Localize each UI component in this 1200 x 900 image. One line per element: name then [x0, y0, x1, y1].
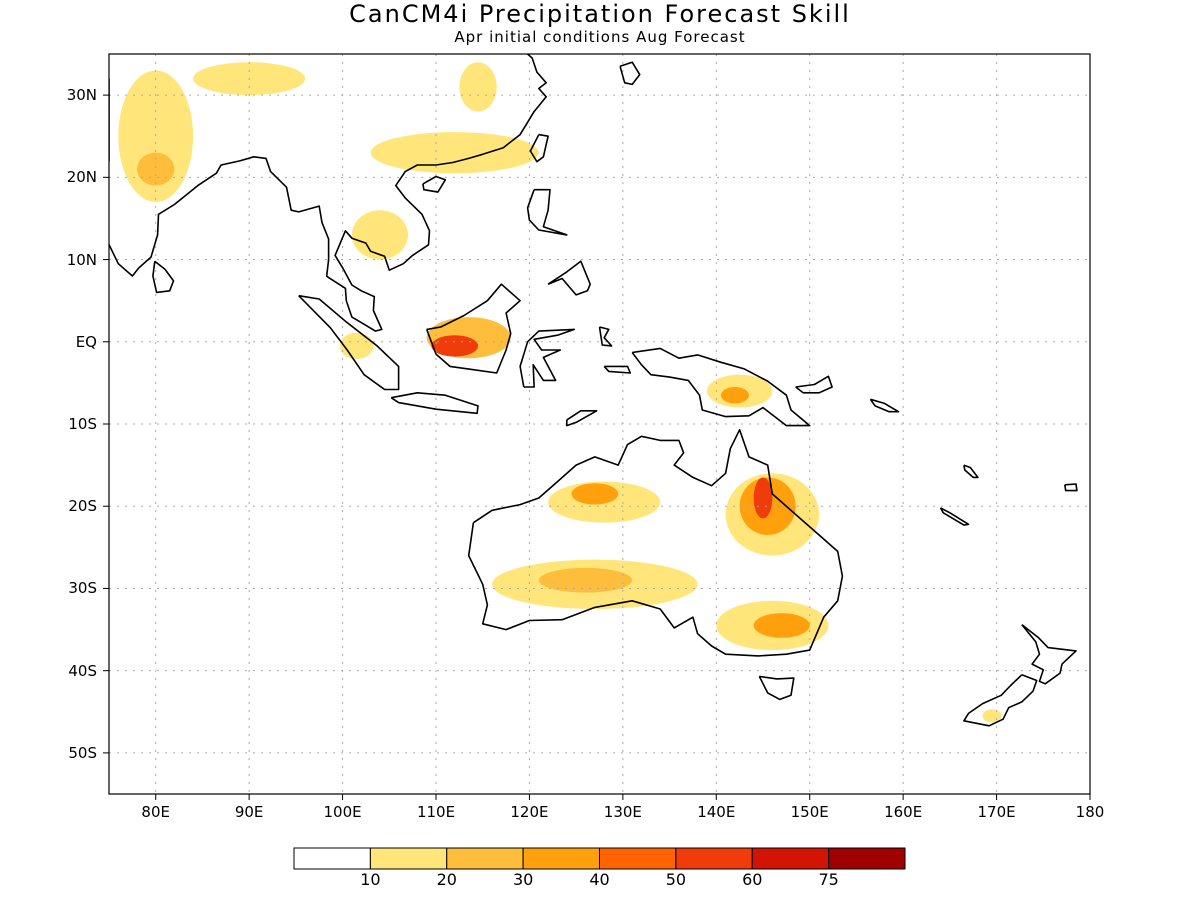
coastline-new-caledonia [939, 507, 970, 526]
lon-tick-label: 170E [977, 803, 1016, 821]
skill-region-20 [982, 709, 1002, 723]
coastline-nz-south [963, 674, 1038, 727]
coastline-fiji [1064, 483, 1078, 492]
lat-tick-label: 40S [68, 661, 97, 680]
lon-tick-label: 130E [603, 803, 642, 821]
coastline-philippines-luzon [526, 188, 568, 236]
coastline-solomon [869, 398, 900, 413]
colorbar-label: 50 [665, 870, 687, 889]
lon-tick-label: 110E [416, 803, 456, 821]
colorbar [293, 847, 906, 870]
skill-region-6 [753, 477, 773, 519]
colorbar-swatch-1 [369, 847, 448, 870]
coastline-tasmania [758, 675, 795, 701]
skill-region-10 [431, 335, 479, 357]
axis-ticks [103, 94, 1091, 800]
coastline-mindanao [547, 260, 592, 296]
skill-region-3 [538, 567, 633, 593]
coastline-borneo [425, 283, 521, 374]
coastline-nz-north [1021, 623, 1077, 685]
coastline-sumatra [298, 294, 400, 391]
lon-tick-label: 100E [323, 803, 362, 821]
lon-tick-label: 140E [697, 803, 736, 821]
lon-tick-label: 120E [510, 803, 549, 821]
skill-region-13 [370, 132, 539, 174]
coastline-java [390, 391, 479, 415]
coastline-hainan [422, 175, 447, 193]
lat-tick-label: 10N [66, 250, 97, 269]
coastline-japan-kyushu [619, 61, 641, 86]
lat-tick-label: 50S [68, 743, 97, 762]
chart-subtitle: Apr initial conditions Aug Forecast [454, 28, 746, 46]
coastline-taiwan [529, 133, 549, 163]
coastline-new-guinea [631, 347, 811, 427]
skill-region-1 [571, 483, 619, 505]
lon-tick-label: 150E [790, 803, 829, 821]
lon-tick-label: 160E [884, 803, 923, 821]
lon-tick-label: 80E [141, 803, 170, 821]
lat-tick-label: 30N [66, 86, 97, 105]
lat-tick-label: 20N [66, 168, 97, 187]
colorbar-swatch-3 [522, 847, 600, 870]
skill-region-15 [137, 152, 175, 186]
skill-region-12 [720, 387, 749, 404]
lon-tick-label: 90E [234, 803, 264, 821]
skill-region-18 [459, 62, 497, 112]
coastline-timor [565, 409, 598, 427]
colorbar-swatch-4 [599, 847, 677, 870]
coastline-seram [603, 365, 632, 374]
coastline-layer [109, 54, 1078, 727]
colorbar-label: 20 [436, 870, 457, 889]
coastline-vanuatu [963, 464, 979, 479]
colorbar-label: 10 [360, 870, 381, 889]
lat-tick-label: 20S [68, 497, 97, 516]
skill-region-16 [351, 210, 408, 260]
gridlines [109, 54, 1090, 794]
colorbar-swatch-5 [675, 847, 753, 870]
colorbar-label: 60 [742, 870, 763, 889]
lat-tick-label: 10S [68, 415, 97, 433]
coastline-sulawesi [519, 328, 576, 388]
skill-fill-layer [118, 62, 1002, 723]
colorbar-swatch-7 [828, 847, 906, 870]
chart-title: CanCM4i Precipitation Forecast Skill [349, 0, 851, 28]
lon-tick-label: 180 [1075, 803, 1105, 821]
colorbar-label: 75 [818, 870, 839, 889]
coastline-halmahera [598, 326, 613, 347]
skill-region-8 [753, 613, 810, 638]
colorbar-label: 30 [512, 870, 534, 889]
coastline-mainland-asia [109, 54, 548, 332]
colorbar-swatch-6 [751, 847, 830, 870]
lat-tick-label: EQ [75, 332, 97, 351]
coastline-sri-lanka [152, 260, 175, 294]
colorbar-swatch-2 [446, 847, 524, 870]
colorbar-label: 40 [589, 870, 610, 889]
colorbar-swatch-0 [293, 847, 371, 870]
coastline-new-britain [795, 375, 833, 394]
lat-tick-label: 30S [68, 579, 97, 598]
coastline-australia [467, 428, 844, 657]
